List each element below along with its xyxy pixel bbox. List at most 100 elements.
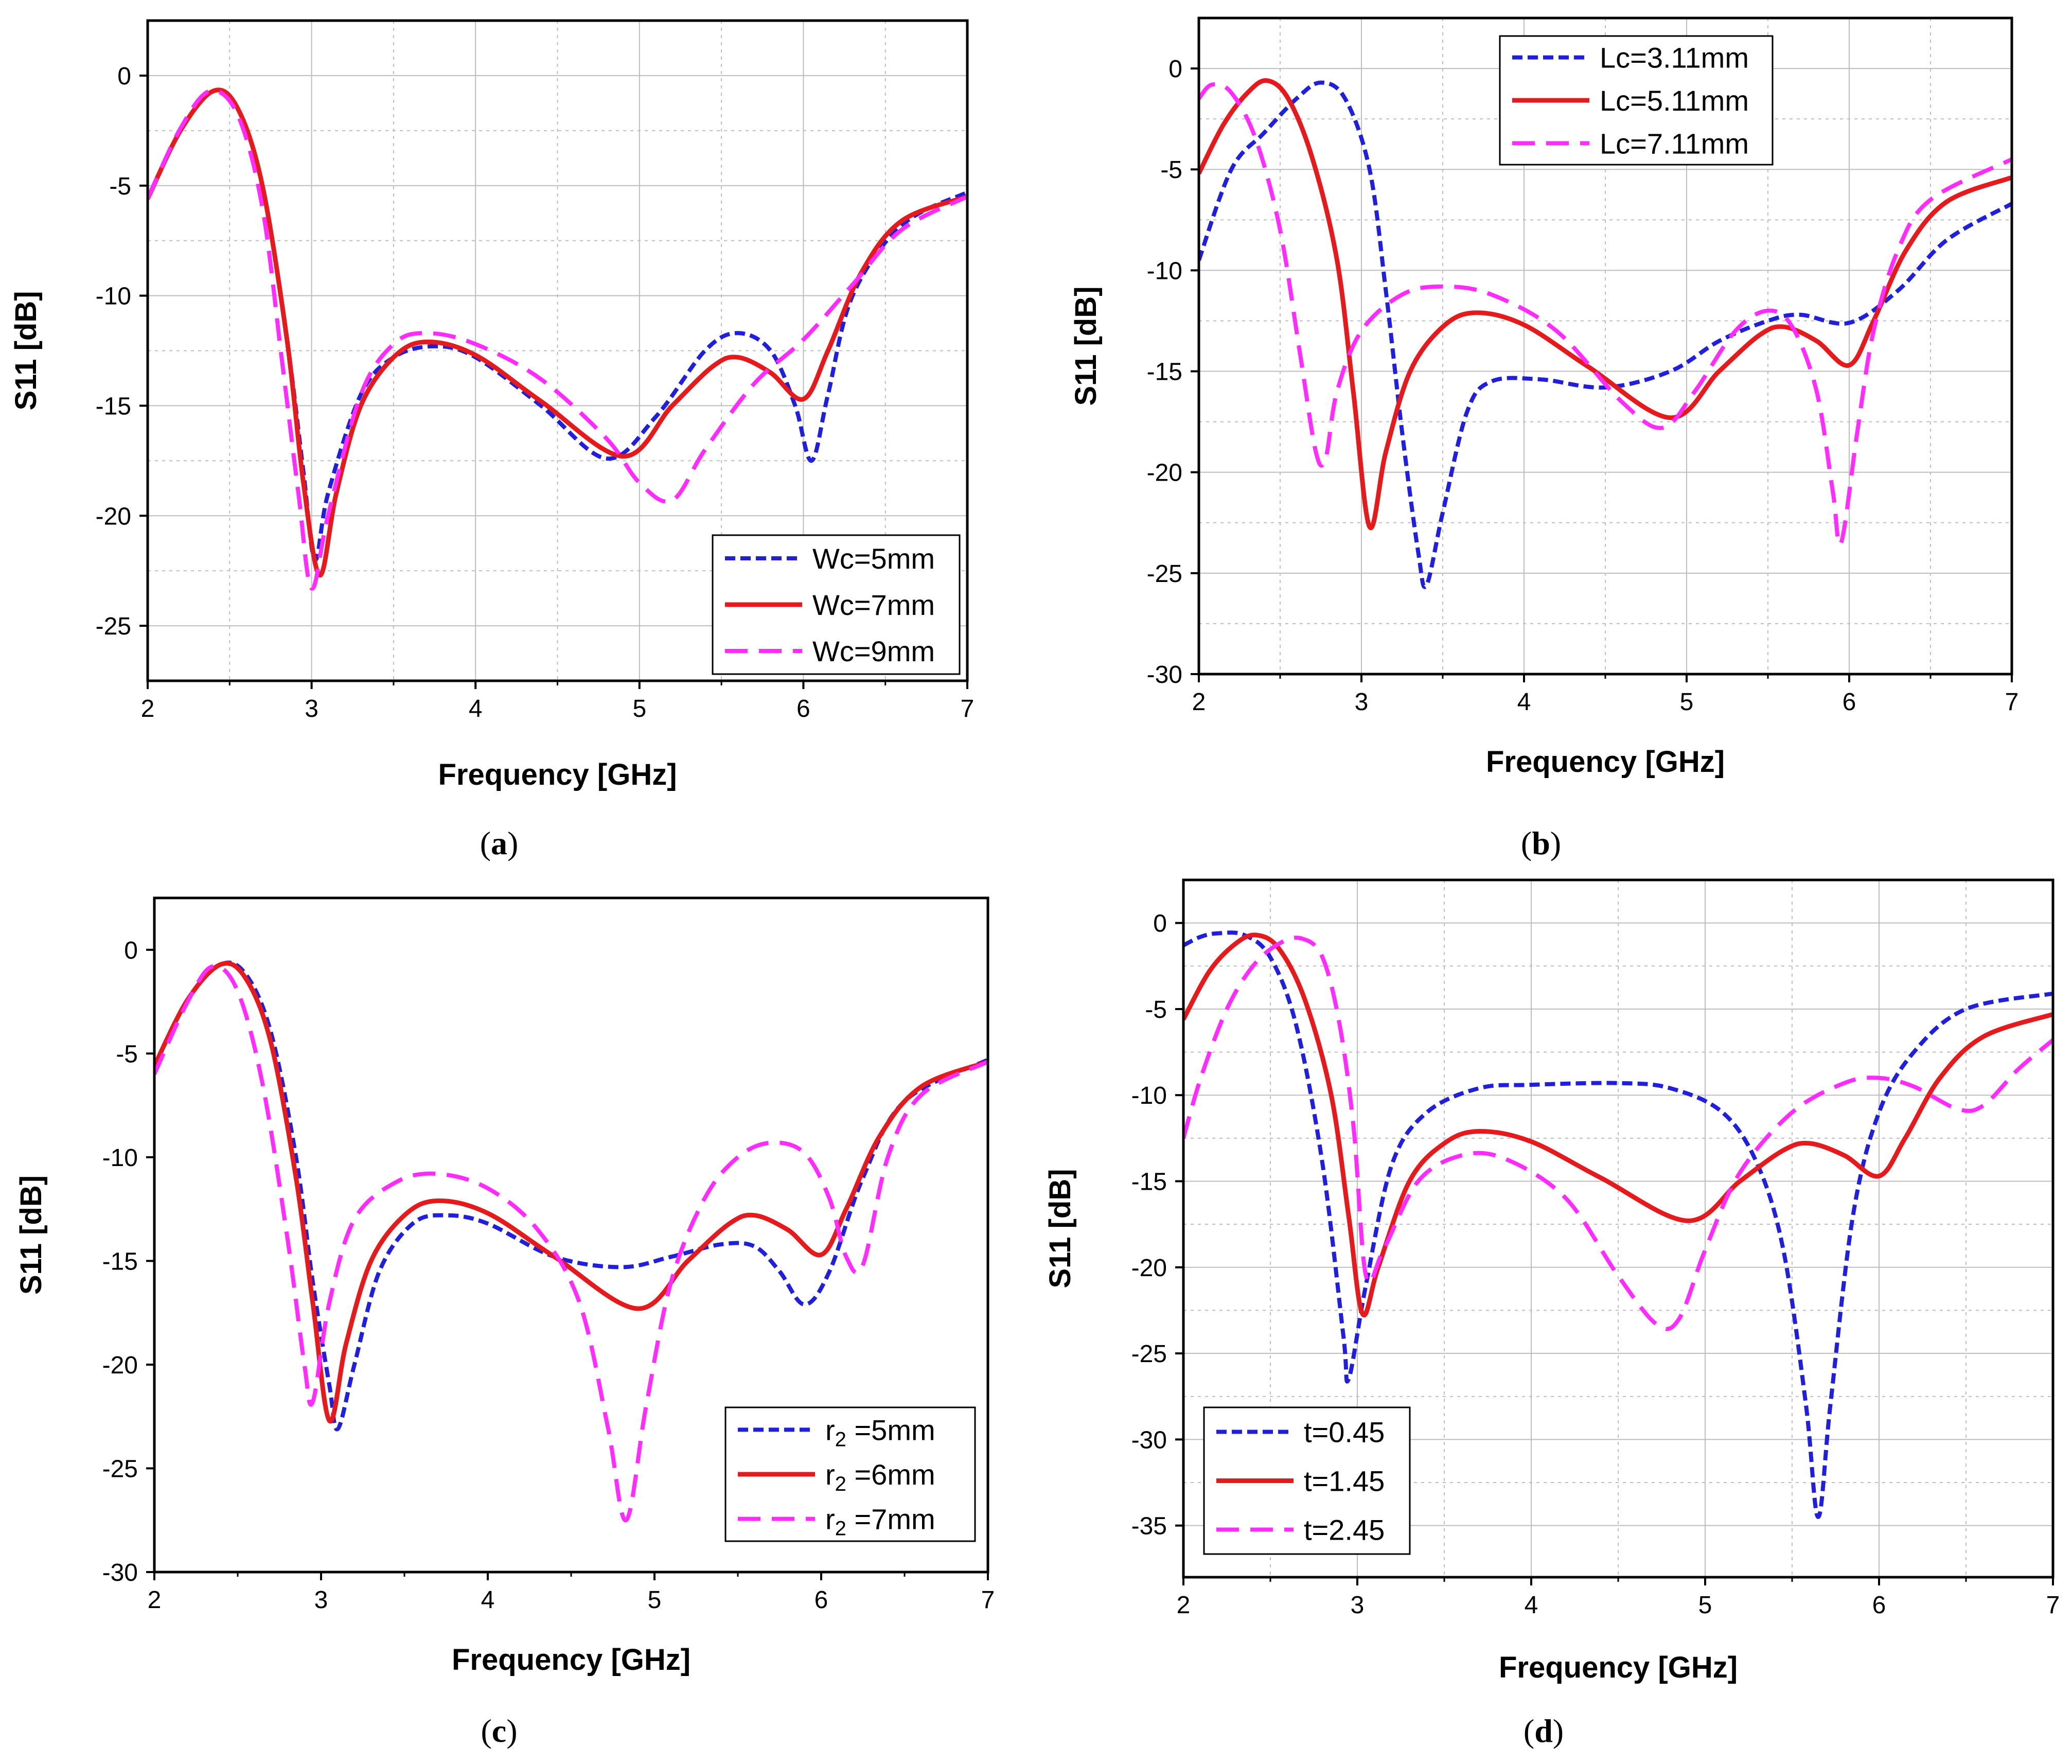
- y-tick-label: -15: [1131, 1168, 1167, 1195]
- y-tick-label: -10: [102, 1144, 138, 1172]
- series-group: [148, 87, 967, 591]
- legend-label-1: r2 =5mm: [825, 1414, 935, 1451]
- y-tick-label: -20: [1131, 1255, 1167, 1282]
- panel-caption: (b): [1521, 825, 1561, 861]
- x-tick-label: 5: [1698, 1592, 1712, 1619]
- y-tick-label: -5: [109, 173, 131, 200]
- y-axis-title: S11 [dB]: [14, 1175, 48, 1295]
- y-tick-label: -25: [1147, 560, 1182, 588]
- y-tick-label: -25: [96, 613, 131, 640]
- y-axis-title: S11 [dB]: [9, 291, 43, 410]
- y-tick-label: -35: [1131, 1513, 1167, 1540]
- y-tick-label: -25: [1131, 1340, 1167, 1368]
- chart-panel-b: 2 3 4 5 6 7 0 -5 -10 -15 -20 -25 -30 Frequency [GHz] S…: [1069, 16, 2019, 861]
- legend-label-1: t=0.45: [1304, 1416, 1385, 1449]
- y-axis-title: S11 [dB]: [1069, 286, 1103, 405]
- series-line-2: [1199, 78, 2012, 531]
- y-tick-label: -10: [1131, 1082, 1167, 1109]
- x-tick-label: 6: [1843, 689, 1856, 716]
- chart-panel-a: 2 3 4 5 6 7 0 -5 -10 -15 -20 -25 Frequency [GHz] S11 …: [9, 19, 975, 861]
- panels: 2 3 4 5 6 7 0 -5 -10 -15 -20 -25 Frequency [GHz] S11 …: [9, 16, 2060, 1749]
- legend-label-1: Lc=3.11mm: [1600, 42, 1749, 74]
- series-group: [154, 960, 988, 1523]
- y-tick-label: 0: [117, 63, 131, 90]
- x-tick-label: 6: [1872, 1592, 1886, 1619]
- y-tick-label: -5: [116, 1040, 138, 1068]
- y-tick-label: -20: [1147, 460, 1182, 487]
- x-tick-label: 3: [314, 1586, 328, 1614]
- x-tick-label: 6: [814, 1586, 828, 1614]
- y-tick-label: -15: [96, 393, 131, 420]
- series-line-3: [1199, 82, 2012, 547]
- x-tick-label: 5: [648, 1586, 662, 1614]
- x-tick-label: 7: [961, 695, 975, 722]
- x-tick-label: 5: [1680, 689, 1694, 716]
- series-line-3: [1183, 936, 2053, 1331]
- x-axis-title: Frequency [GHz]: [452, 1643, 690, 1677]
- y-tick-label: -5: [1145, 996, 1167, 1024]
- series-line-1: [1183, 930, 2053, 1519]
- x-tick-label: 3: [1351, 1592, 1365, 1619]
- x-tick-label: 4: [469, 695, 483, 722]
- series-group: [1183, 930, 2053, 1519]
- panel-caption: (c): [481, 1713, 517, 1749]
- y-tick-label: -30: [102, 1559, 138, 1586]
- x-tick-label: 2: [141, 695, 155, 722]
- y-tick-label: 0: [124, 937, 138, 964]
- series-group: [1199, 78, 2012, 589]
- panel-caption: (a): [480, 825, 519, 861]
- x-tick-label: 4: [481, 1586, 495, 1614]
- legend-label-3: r2 =7mm: [825, 1503, 935, 1540]
- x-tick-label: 4: [1525, 1592, 1538, 1619]
- x-axis-title: Frequency [GHz]: [438, 758, 677, 791]
- legend-label-1: Wc=5mm: [812, 542, 935, 575]
- legend-label-2: t=1.45: [1304, 1465, 1385, 1497]
- series-line-2: [154, 961, 988, 1424]
- legend: t=0.45 t=1.45 t=2.45: [1203, 1406, 1411, 1555]
- x-tick-label: 7: [981, 1586, 995, 1614]
- y-tick-label: 0: [1168, 56, 1182, 83]
- x-axis-title: Frequency [GHz]: [1499, 1651, 1738, 1684]
- x-tick-label: 4: [1517, 689, 1531, 716]
- y-tick-label: -25: [102, 1455, 138, 1483]
- x-tick-label: 2: [148, 1586, 162, 1614]
- x-tick-label: 3: [305, 695, 318, 722]
- y-tick-label: -10: [1147, 257, 1182, 285]
- legend-label-3: Lc=7.11mm: [1600, 127, 1749, 160]
- panel-caption: (d): [1524, 1713, 1564, 1749]
- legend: Wc=5mm Wc=7mm Wc=9mm: [712, 534, 961, 675]
- y-tick-label: -15: [102, 1248, 138, 1275]
- x-tick-label: 6: [796, 695, 810, 722]
- series-line-2: [1183, 932, 2053, 1318]
- y-tick-label: -30: [1147, 661, 1182, 689]
- x-tick-label: 2: [1192, 689, 1206, 716]
- x-axis-title: Frequency [GHz]: [1486, 745, 1725, 779]
- legend-label-2: Wc=7mm: [812, 589, 935, 621]
- x-tick-label: 2: [1177, 1592, 1191, 1619]
- y-tick-label: -30: [1131, 1426, 1167, 1454]
- y-axis-title: S11 [dB]: [1043, 1169, 1077, 1288]
- legend-label-2: r2 =6mm: [825, 1458, 935, 1495]
- series-line-1: [1199, 80, 2012, 589]
- legend: Lc=3.11mm Lc=5.11mm Lc=7.11mm: [1499, 35, 1774, 166]
- legend-label-3: Wc=9mm: [812, 635, 935, 667]
- x-tick-label: 7: [2005, 689, 2019, 716]
- y-tick-label: -20: [102, 1352, 138, 1379]
- series-line-3: [154, 964, 988, 1523]
- series-line-1: [154, 960, 988, 1432]
- series-line-3: [148, 89, 967, 591]
- y-tick-label: -15: [1147, 359, 1182, 386]
- x-tick-label: 7: [2046, 1592, 2060, 1619]
- y-tick-label: -10: [96, 283, 131, 310]
- series-line-2: [148, 87, 967, 578]
- y-tick-label: -20: [96, 503, 131, 530]
- y-tick-label: -5: [1160, 156, 1182, 184]
- y-tick-label: 0: [1153, 910, 1167, 938]
- x-tick-label: 5: [632, 695, 646, 722]
- legend-label-2: Lc=5.11mm: [1600, 84, 1749, 117]
- x-tick-label: 3: [1355, 689, 1369, 716]
- legend-label-3: t=2.45: [1304, 1514, 1385, 1546]
- chart-panel-d: 2 3 4 5 6 7 0 -5 -10 -15 -20 -25 -30 -35 Frequency [GH…: [1043, 878, 2060, 1749]
